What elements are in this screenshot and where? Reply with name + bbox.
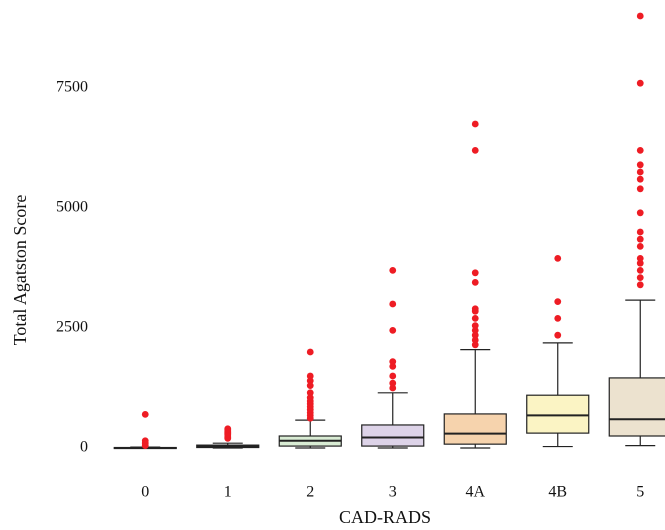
box — [608, 377, 665, 437]
x-tick-label: 5 — [636, 484, 644, 501]
outlier — [636, 281, 644, 289]
outlier — [306, 348, 314, 356]
outlier — [471, 269, 479, 277]
outlier — [471, 147, 479, 154]
outlier — [471, 120, 479, 128]
outlier — [306, 372, 314, 380]
outlier — [389, 379, 397, 387]
outlier — [554, 255, 562, 262]
outlier — [141, 437, 149, 445]
outlier — [471, 322, 479, 329]
outlier — [554, 331, 562, 339]
outlier — [636, 12, 644, 20]
outlier — [141, 411, 149, 418]
outlier — [389, 372, 397, 380]
outlier — [224, 425, 232, 433]
outlier — [636, 147, 644, 154]
outlier — [306, 382, 314, 389]
outlier — [471, 341, 479, 349]
outlier — [636, 235, 644, 243]
y-tick-label: 5000 — [56, 199, 88, 216]
outlier — [636, 209, 644, 217]
y-axis-label: Total Agatston Score — [10, 195, 30, 346]
y-tick-label: 0 — [80, 439, 88, 456]
outlier — [471, 336, 479, 344]
outlier — [636, 267, 644, 274]
outlier — [554, 298, 562, 305]
outlier — [389, 267, 397, 274]
outlier — [636, 274, 644, 281]
outlier — [636, 259, 644, 267]
outlier — [636, 161, 644, 169]
outlier — [306, 394, 314, 401]
x-tick-label: 0 — [141, 484, 149, 501]
outlier — [636, 175, 644, 183]
x-tick-label: 4A — [465, 484, 485, 501]
outlier — [306, 377, 314, 385]
outlier — [471, 327, 479, 334]
outlier — [389, 300, 397, 308]
x-tick-label: 3 — [389, 484, 397, 501]
x-tick-label: 1 — [224, 484, 232, 501]
box — [443, 413, 507, 445]
y-tick-label: 7500 — [56, 79, 88, 96]
outlier — [306, 389, 314, 397]
outlier — [636, 79, 644, 87]
outlier — [389, 384, 397, 392]
outlier — [636, 168, 644, 176]
outlier — [554, 315, 562, 322]
outlier — [471, 279, 479, 286]
x-tick-label: 4B — [548, 484, 567, 501]
outlier — [389, 363, 397, 370]
x-tick-label: 2 — [306, 484, 314, 501]
outlier — [636, 255, 644, 262]
outlier — [471, 315, 479, 322]
outlier — [471, 331, 479, 339]
y-tick-label: 2500 — [56, 319, 88, 336]
box — [526, 394, 590, 434]
outlier — [636, 185, 644, 193]
outlier — [389, 327, 397, 334]
outlier — [471, 305, 479, 313]
box — [361, 424, 425, 447]
outlier — [636, 243, 644, 250]
outlier — [636, 228, 644, 236]
x-axis-label: CAD-RADS — [339, 507, 431, 527]
outlier — [389, 358, 397, 365]
